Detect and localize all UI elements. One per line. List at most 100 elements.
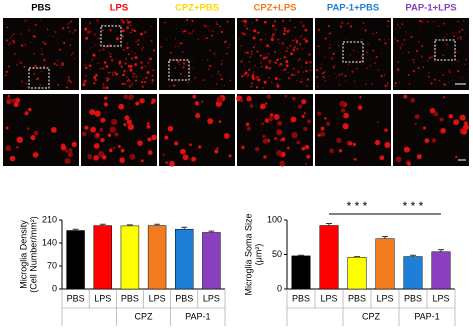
x-tick-label: PBS <box>121 293 139 303</box>
cell <box>123 123 127 127</box>
cell <box>229 79 232 82</box>
cell <box>428 56 431 59</box>
zoom-box <box>100 25 122 47</box>
cell <box>161 23 163 25</box>
cell <box>202 79 205 82</box>
cell <box>289 120 293 123</box>
cell <box>216 33 218 34</box>
cell <box>384 84 386 86</box>
cell <box>88 64 92 67</box>
cell <box>422 126 426 130</box>
cell <box>116 53 119 56</box>
cell <box>338 83 341 86</box>
cell <box>414 114 420 119</box>
cell <box>341 22 344 24</box>
cell <box>84 27 88 31</box>
cell <box>328 46 331 50</box>
cell <box>99 67 102 70</box>
cell <box>208 49 211 52</box>
cell <box>303 126 308 131</box>
cell <box>13 41 16 44</box>
cell <box>324 79 327 82</box>
cell <box>140 61 143 64</box>
cell <box>13 33 15 36</box>
error-bar <box>181 226 188 230</box>
cell <box>403 94 408 99</box>
cell <box>129 153 136 160</box>
cell <box>290 52 294 56</box>
cell <box>172 84 174 86</box>
cell <box>133 29 137 33</box>
cell <box>56 59 59 62</box>
cell <box>459 36 462 39</box>
cell <box>108 78 110 80</box>
cell <box>371 82 374 85</box>
cell <box>143 31 147 34</box>
cell <box>219 74 222 76</box>
cell <box>104 77 106 79</box>
y-tick-label: 50 <box>272 249 282 259</box>
cell <box>126 26 129 30</box>
cell <box>373 58 375 60</box>
cell <box>121 82 124 85</box>
cell <box>270 37 274 42</box>
cell <box>85 66 88 70</box>
cell <box>120 65 123 68</box>
cell <box>299 58 301 61</box>
cell <box>428 72 430 74</box>
cell <box>306 78 310 81</box>
cell <box>329 148 334 154</box>
cell <box>86 51 88 53</box>
cell <box>90 126 97 133</box>
cell <box>247 74 250 76</box>
cell <box>426 60 429 62</box>
cell <box>394 82 397 84</box>
cell <box>174 141 179 146</box>
cell <box>90 68 92 70</box>
cell <box>263 80 267 84</box>
cell <box>274 20 276 22</box>
cell <box>303 37 306 41</box>
cell <box>421 20 424 23</box>
cell <box>151 82 153 84</box>
cell <box>302 71 304 73</box>
bar <box>319 225 339 290</box>
cell <box>401 23 404 26</box>
cell <box>132 75 135 78</box>
cell <box>348 141 353 146</box>
cell <box>277 38 280 41</box>
cell <box>42 61 44 63</box>
cell <box>194 101 200 106</box>
cell <box>296 47 299 51</box>
cell <box>250 24 252 26</box>
cell <box>280 62 283 65</box>
cell <box>442 73 445 77</box>
cell <box>5 74 7 77</box>
cell <box>74 29 77 32</box>
cell <box>301 24 305 28</box>
micrograph <box>315 94 391 166</box>
panel-label: CPZ+LPS <box>253 3 296 14</box>
cell <box>338 149 343 153</box>
cell <box>127 53 130 56</box>
cell <box>274 77 278 81</box>
y-axis-label: (μm²) <box>253 244 263 266</box>
cell <box>87 154 93 160</box>
cell <box>384 141 391 148</box>
cell <box>160 46 162 48</box>
cell <box>117 144 121 148</box>
cell <box>89 109 96 115</box>
cell <box>372 49 375 52</box>
cell <box>386 82 389 85</box>
cell <box>98 22 99 24</box>
cell <box>147 122 150 125</box>
panel-label: LPS <box>110 3 128 14</box>
cell <box>195 113 201 119</box>
cell <box>380 52 383 55</box>
cell <box>127 64 131 68</box>
cell <box>380 75 383 78</box>
cell <box>92 53 96 57</box>
cell <box>137 140 143 146</box>
cell <box>29 41 32 44</box>
cell <box>449 71 451 74</box>
